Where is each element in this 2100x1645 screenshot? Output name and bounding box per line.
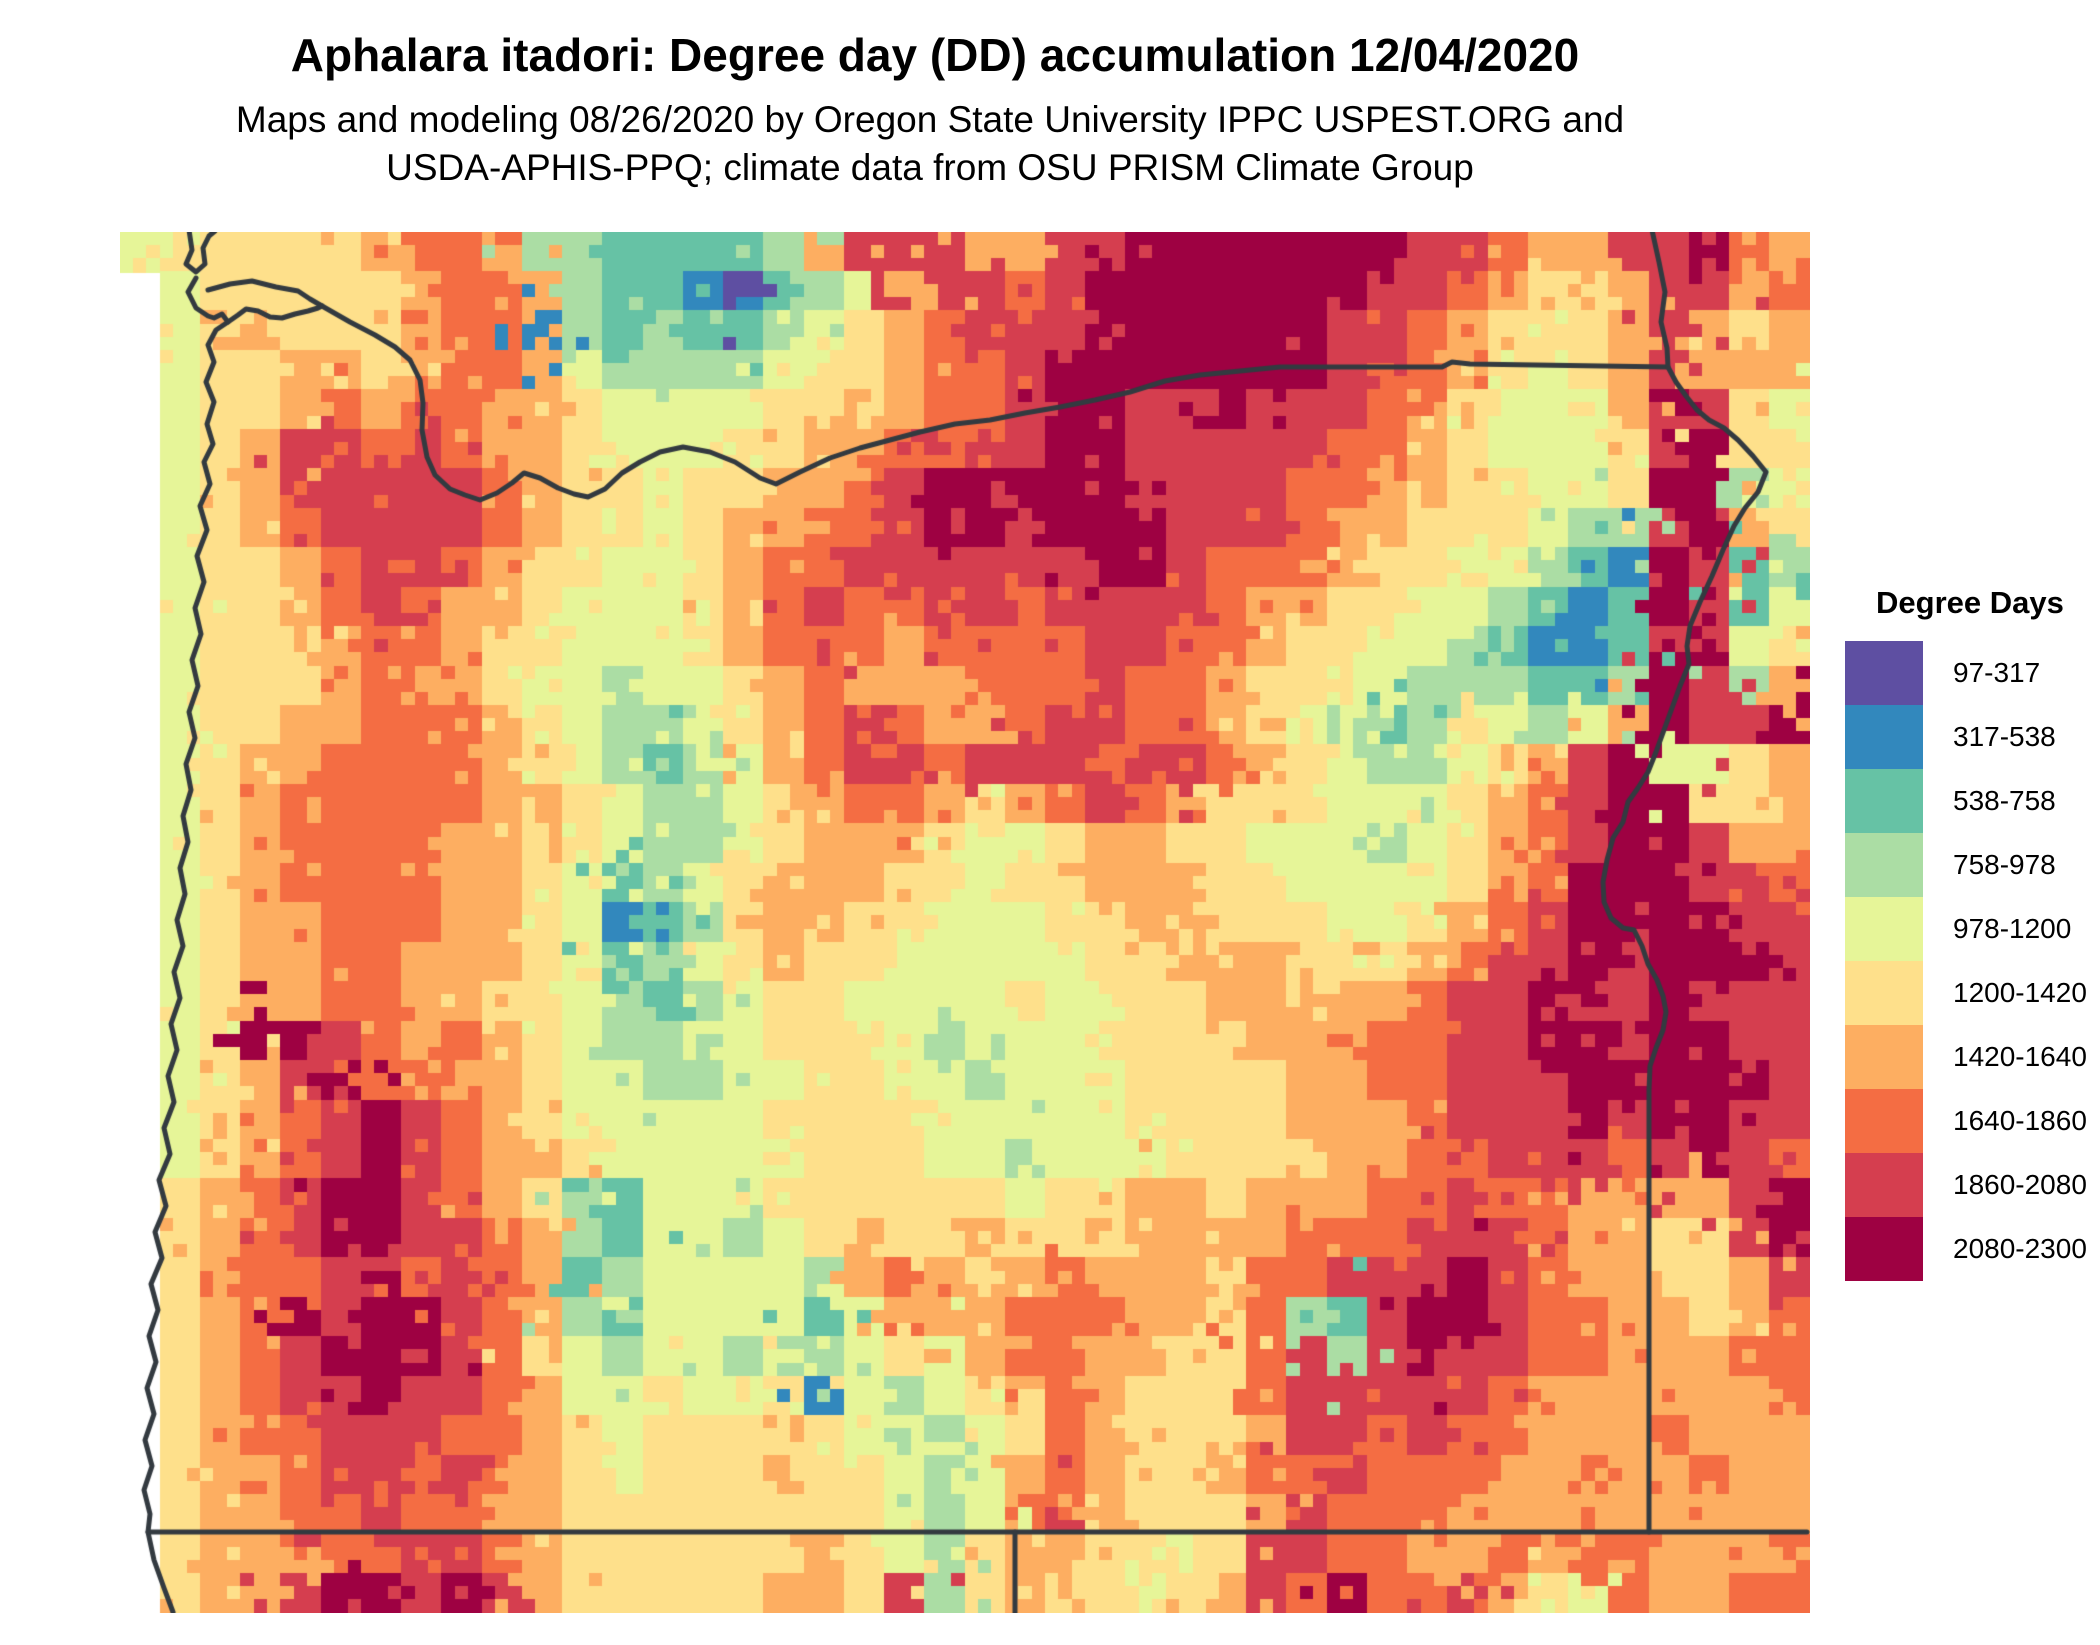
legend-label: 978-1200 bbox=[1953, 913, 2072, 944]
page-subtitle: Maps and modeling 08/26/2020 by Oregon S… bbox=[0, 96, 1860, 192]
legend-entry: 978-1200 bbox=[1845, 897, 2100, 961]
legend-swatch bbox=[1845, 641, 1923, 705]
legend-swatch bbox=[1845, 1025, 1923, 1089]
legend-entry: 758-978 bbox=[1845, 833, 2100, 897]
legend: Degree Days 97-317 317-538 538-758 758-978 9… bbox=[1845, 585, 2100, 1281]
legend-entries: 97-317 317-538 538-758 758-978 978-1200 1200-… bbox=[1845, 641, 2100, 1281]
legend-label: 538-758 bbox=[1953, 785, 2056, 816]
legend-label: 1860-2080 bbox=[1953, 1169, 2087, 1200]
legend-swatch bbox=[1845, 705, 1923, 769]
legend-swatch bbox=[1845, 1153, 1923, 1217]
legend-entry: 317-538 bbox=[1845, 705, 2100, 769]
legend-entry: 538-758 bbox=[1845, 769, 2100, 833]
legend-entry: 1200-1420 bbox=[1845, 961, 2100, 1025]
subtitle-line-2: USDA-APHIS-PPQ; climate data from OSU PR… bbox=[386, 147, 1474, 188]
legend-swatch bbox=[1845, 1217, 1923, 1281]
legend-swatch bbox=[1845, 897, 1923, 961]
legend-title: Degree Days bbox=[1876, 585, 2064, 620]
legend-label: 758-978 bbox=[1953, 849, 2056, 880]
legend-entry: 97-317 bbox=[1845, 641, 2100, 705]
legend-label: 317-538 bbox=[1953, 721, 2056, 752]
legend-swatch bbox=[1845, 833, 1923, 897]
legend-swatch bbox=[1845, 1089, 1923, 1153]
legend-entry: 1640-1860 bbox=[1845, 1089, 2100, 1153]
map-raster-canvas bbox=[120, 232, 1810, 1613]
legend-swatch bbox=[1845, 961, 1923, 1025]
legend-entry: 2080-2300 bbox=[1845, 1217, 2100, 1281]
page-title: Aphalara itadori: Degree day (DD) accumu… bbox=[290, 29, 1580, 81]
legend-label: 1640-1860 bbox=[1953, 1105, 2087, 1136]
subtitle-line-1: Maps and modeling 08/26/2020 by Oregon S… bbox=[235, 99, 1625, 140]
legend-label: 1200-1420 bbox=[1953, 977, 2087, 1008]
legend-swatch bbox=[1845, 769, 1923, 833]
legend-entry: 1420-1640 bbox=[1845, 1025, 2100, 1089]
legend-label: 2080-2300 bbox=[1953, 1233, 2087, 1264]
legend-entry: 1860-2080 bbox=[1845, 1153, 2100, 1217]
legend-label: 1420-1640 bbox=[1953, 1041, 2087, 1072]
legend-label: 97-317 bbox=[1953, 657, 2041, 688]
degree-day-map bbox=[120, 232, 1810, 1613]
